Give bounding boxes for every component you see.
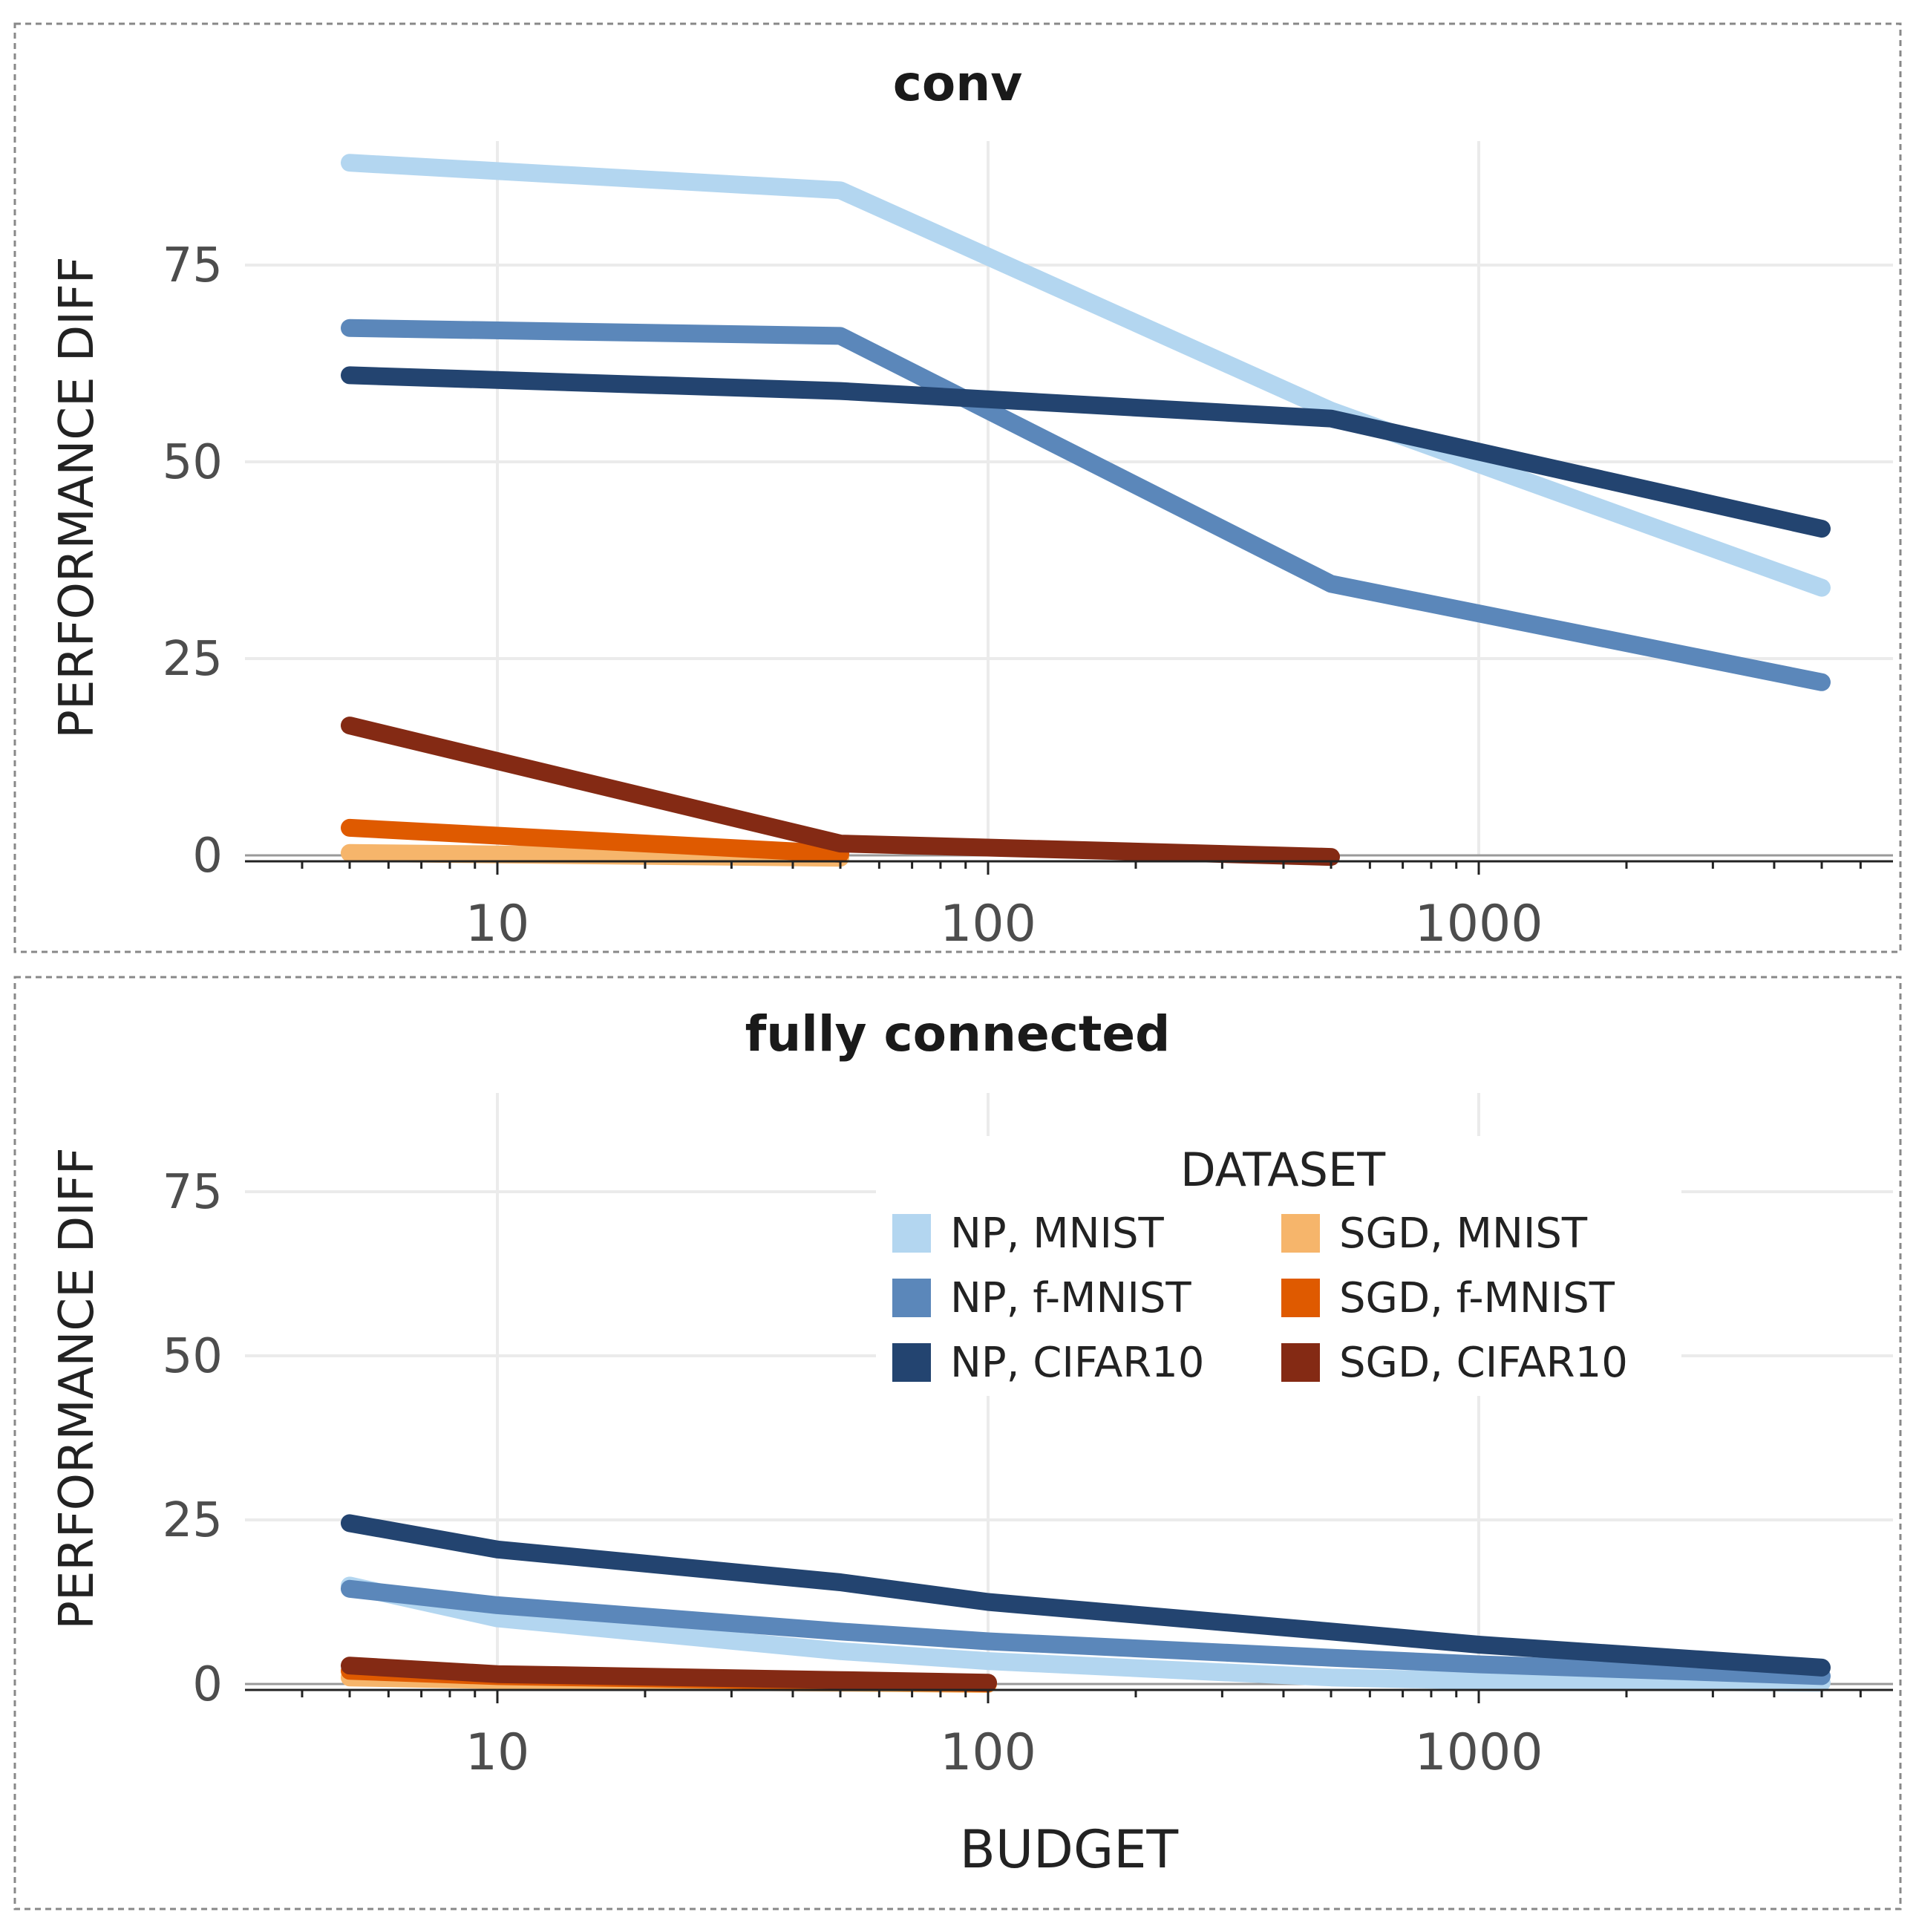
y-tick-label: 0 (192, 829, 223, 884)
legend-title: DATASET (1180, 1143, 1386, 1197)
legend-item-label: NP, f-MNIST (950, 1274, 1191, 1322)
panel-fully-connected: fully connected PERFORMANCE DIFF 0 25 50 75… (13, 976, 1902, 1910)
legend-background (876, 1136, 1681, 1396)
x-axis-label: BUDGET (960, 1819, 1179, 1880)
y-axis-label: PERFORMANCE DIFF (50, 1147, 105, 1629)
x-tick-label: 10 (465, 895, 530, 953)
series-line-sgd-f-mnist (341, 818, 849, 863)
panel-conv: conv PERFORMANCE DIFF 0 25 50 75 10 100 1000 (13, 22, 1902, 953)
legend-item-label: SGD, f-MNIST (1339, 1274, 1615, 1322)
legend-item-label: NP, CIFAR10 (950, 1339, 1204, 1387)
y-tick-label: 25 (163, 1493, 223, 1548)
x-tick-label: 100 (940, 895, 1036, 953)
panel-title: conv (893, 55, 1022, 112)
legend-item-label: SGD, MNIST (1339, 1210, 1588, 1258)
y-tick-label: 75 (163, 238, 223, 293)
y-tick-label: 50 (163, 435, 223, 490)
series-line-np-cifar10 (341, 366, 1831, 538)
series-line-sgd-cifar10 (341, 1657, 997, 1692)
x-axis (245, 1688, 1893, 1703)
legend: DATASET NP, MNIST NP, f-MNIST NP, CIFAR10 S… (876, 1136, 1681, 1396)
legend-key-swatch (1281, 1343, 1320, 1382)
y-tick-label: 25 (163, 632, 223, 687)
legend-key-swatch (892, 1279, 931, 1317)
legend-key-swatch (892, 1343, 931, 1382)
legend-key-swatch (892, 1214, 931, 1253)
series-lines (341, 154, 1831, 867)
panel-title: fully connected (745, 1005, 1171, 1063)
y-tick-labels: 0 25 50 75 (163, 238, 223, 884)
x-tick-labels: 10 100 1000 (465, 1723, 1543, 1782)
panel-border (13, 22, 1902, 953)
series-line-np-f-mnist (341, 319, 1831, 691)
series-line-np-mnist (341, 1576, 1831, 1692)
series-line-sgd-cifar10 (341, 717, 1340, 867)
x-tick-labels: 10 100 1000 (465, 895, 1543, 953)
x-tick-label: 10 (465, 1723, 530, 1782)
y-axis-label: PERFORMANCE DIFF (50, 256, 105, 738)
legend-key-swatch (1281, 1214, 1320, 1253)
y-tick-label: 0 (192, 1657, 223, 1712)
y-tick-label: 50 (163, 1329, 223, 1384)
x-tick-label: 100 (940, 1723, 1036, 1782)
x-tick-label: 1000 (1414, 895, 1543, 953)
series-line-np-f-mnist (341, 1579, 1831, 1685)
y-tick-label: 75 (163, 1165, 223, 1220)
x-tick-label: 1000 (1414, 1723, 1543, 1782)
legend-item-label: NP, MNIST (950, 1210, 1165, 1258)
series-line-np-cifar10 (341, 1514, 1831, 1677)
panel-border (13, 976, 1902, 1910)
y-tick-labels: 0 25 50 75 (163, 1165, 223, 1712)
series-lines (341, 1514, 1831, 1693)
legend-item-label: SGD, CIFAR10 (1339, 1339, 1628, 1387)
legend-items: NP, MNIST NP, f-MNIST NP, CIFAR10 SGD, MNIS… (892, 1210, 1628, 1387)
series-line-np-mnist (341, 154, 1831, 597)
x-axis (245, 860, 1893, 875)
legend-key-swatch (1281, 1279, 1320, 1317)
grid-lines (245, 141, 1893, 855)
